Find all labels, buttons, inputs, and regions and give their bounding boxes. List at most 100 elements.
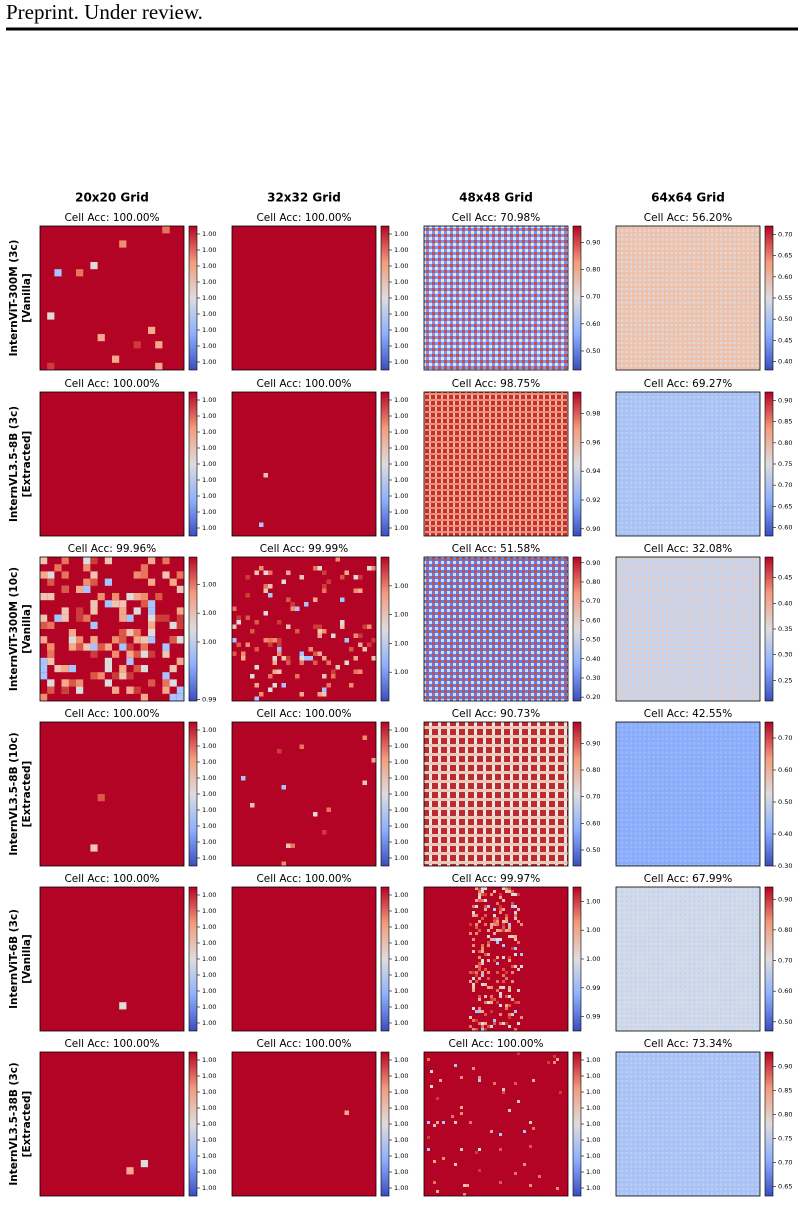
heatmap-cell: [502, 944, 505, 947]
heatmap-cell: [454, 1163, 457, 1166]
heatmap-cell: [514, 1028, 517, 1031]
heatmap-cell: [371, 758, 376, 763]
heatmap-cell: [505, 917, 508, 920]
heatmap-cell: [493, 959, 496, 962]
row-label: [Vanilla]: [21, 934, 33, 984]
heatmap-cell: [493, 938, 496, 941]
heatmap-cell: [112, 636, 120, 644]
heatmap-cell: [508, 986, 511, 989]
colorbar-tick-label: 1.00: [202, 396, 216, 404]
heatmap-cell: [532, 1127, 535, 1130]
heatmap-cell: [499, 911, 502, 914]
heatmap-frame: [231, 225, 377, 371]
colorbar-tick-label: 0.80: [586, 766, 600, 774]
colorbar-tick-label: 0.25: [778, 676, 792, 684]
heatmap-cell: [490, 893, 493, 896]
heatmap-cell: [104, 600, 112, 608]
colorbar-tick-label: 1.00: [394, 891, 408, 899]
heatmap-frame: [615, 886, 761, 1032]
heatmap-cell: [61, 686, 69, 694]
heatmap-cell: [40, 672, 48, 680]
heatmap-cell: [40, 593, 48, 601]
colorbar-tick-label: 1.00: [202, 758, 216, 766]
heatmap-cell: [112, 686, 120, 694]
heatmap-cell: [490, 986, 493, 989]
heatmap-cell: [511, 965, 514, 968]
colorbar-tick-label: 1.00: [394, 774, 408, 782]
heatmap-frame: [615, 1051, 761, 1197]
heatmap-cell: [442, 1121, 445, 1124]
colorbar: [764, 721, 774, 867]
colorbar-tick-label: 0.92: [586, 496, 600, 504]
heatmap-cell: [490, 938, 493, 941]
heatmap-cell: [148, 326, 156, 334]
heatmap: [423, 556, 569, 702]
colorbar-tick-label: 1.00: [202, 230, 216, 238]
colorbar-tick-label: 1.00: [202, 1184, 216, 1192]
colorbar-tick-label: 0.90: [778, 895, 792, 903]
heatmap-cell: [90, 621, 98, 629]
heatmap-frame: [231, 886, 377, 1032]
colorbar-tick-label: 1.00: [202, 1003, 216, 1011]
heatmap-cell: [481, 899, 484, 902]
heatmap-cell: [68, 629, 76, 637]
heatmap-cell: [76, 636, 84, 644]
heatmap-cell: [83, 585, 91, 593]
heatmap-cell: [236, 615, 241, 620]
heatmap-cell: [475, 923, 478, 926]
heatmap-frame: [423, 721, 569, 867]
heatmap-cell: [433, 1160, 436, 1163]
heatmap-cell: [484, 1022, 487, 1025]
colorbar-tick-label: 1.00: [394, 1120, 408, 1128]
heatmap-cell: [317, 624, 322, 629]
heatmap-cell: [472, 977, 475, 980]
heatmap-cell: [104, 557, 112, 565]
heatmap-cell: [514, 938, 517, 941]
heatmap-cell: [514, 1010, 517, 1013]
heatmap-cell: [538, 1175, 541, 1178]
heatmap-cell: [496, 929, 499, 932]
colorbar-tick-label: 1.00: [202, 508, 216, 516]
panel-title: Cell Acc: 70.98%: [452, 212, 540, 224]
heatmap-cell: [232, 624, 237, 629]
heatmap-cell: [517, 941, 520, 944]
heatmap-cell: [502, 974, 505, 977]
colorbar-tick-label: 0.80: [586, 265, 600, 273]
heatmap-cell: [520, 965, 523, 968]
heatmap-cell: [126, 1167, 134, 1175]
heatmap-cell: [47, 362, 55, 370]
heatmap-cell: [481, 1010, 484, 1013]
heatmap-cell: [68, 636, 76, 644]
heatmap: [39, 225, 185, 371]
heatmap-cell: [277, 620, 282, 625]
heatmap-cell: [481, 950, 484, 953]
colorbar-tick-label: 1.00: [202, 412, 216, 420]
heatmap-cell: [514, 1082, 517, 1085]
colorbar-tick-label: 1.00: [202, 609, 216, 617]
colorbar-tick-label: 1.00: [394, 611, 408, 619]
heatmap-cell: [508, 1004, 511, 1007]
heatmap-cell: [236, 642, 241, 647]
colorbar-tick-label: 1.00: [394, 1184, 408, 1192]
heatmap-cell: [508, 995, 511, 998]
heatmap-cell: [517, 968, 520, 971]
colorbar-tick-label: 1.00: [202, 1088, 216, 1096]
heatmap-cell: [487, 971, 490, 974]
heatmap-cell: [299, 660, 304, 665]
colorbar-tick-label: 1.00: [394, 971, 408, 979]
heatmap-cell: [313, 651, 318, 656]
colorbar-tick-label: 0.50: [586, 347, 600, 355]
heatmap-cell: [176, 657, 184, 665]
heatmap-cell: [133, 686, 141, 694]
colorbar: [764, 225, 774, 371]
heatmap-cell: [367, 642, 372, 647]
heatmap-cell: [232, 651, 237, 656]
heatmap-cell: [472, 905, 475, 908]
heatmap-cell: [454, 1064, 457, 1067]
heatmap-cell: [104, 578, 112, 586]
heatmap-cell: [317, 651, 322, 656]
heatmap-cells: [424, 557, 568, 701]
heatmap-cell: [140, 665, 148, 673]
heatmap-cell: [493, 923, 496, 926]
heatmap-cell: [496, 902, 499, 905]
